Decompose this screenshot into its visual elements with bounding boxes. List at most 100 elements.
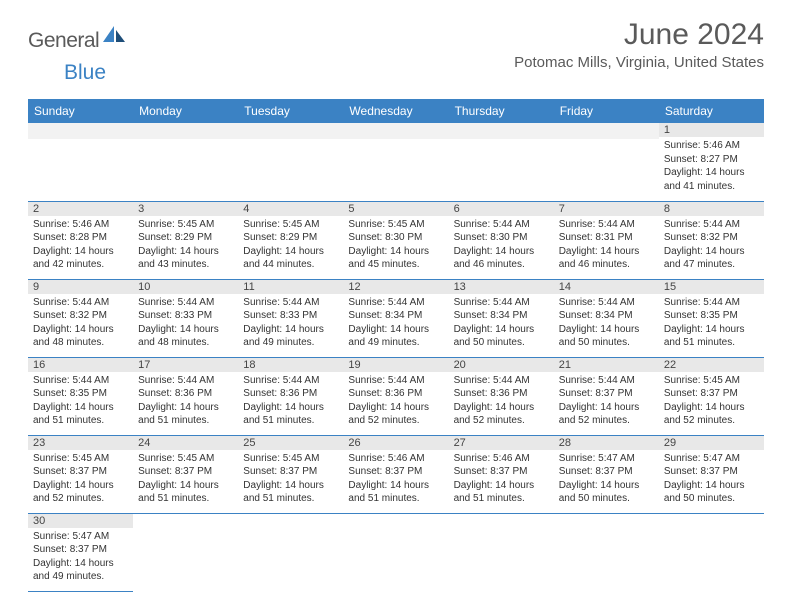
day-header: Friday [554,99,659,123]
day-details: Sunrise: 5:44 AMSunset: 8:32 PMDaylight:… [659,216,764,276]
day-number: 5 [343,202,448,216]
day-details: Sunrise: 5:44 AMSunset: 8:36 PMDaylight:… [343,372,448,432]
calendar-cell: 28Sunrise: 5:47 AMSunset: 8:37 PMDayligh… [554,435,659,513]
calendar-head: SundayMondayTuesdayWednesdayThursdayFrid… [28,99,764,123]
day-details: Sunrise: 5:44 AMSunset: 8:37 PMDaylight:… [554,372,659,432]
day-number: 4 [238,202,343,216]
day-number: 22 [659,358,764,372]
day-number: 24 [133,436,238,450]
calendar-table: SundayMondayTuesdayWednesdayThursdayFrid… [28,99,764,592]
brand-logo: General [28,24,127,57]
calendar-cell: 4Sunrise: 5:45 AMSunset: 8:29 PMDaylight… [238,201,343,279]
day-details: Sunrise: 5:46 AMSunset: 8:27 PMDaylight:… [659,137,764,197]
calendar-cell: 2Sunrise: 5:46 AMSunset: 8:28 PMDaylight… [28,201,133,279]
day-number: 9 [28,280,133,294]
day-number: 1 [659,123,764,137]
day-details: Sunrise: 5:46 AMSunset: 8:37 PMDaylight:… [343,450,448,510]
day-header: Tuesday [238,99,343,123]
day-header: Thursday [449,99,554,123]
day-details: Sunrise: 5:45 AMSunset: 8:37 PMDaylight:… [238,450,343,510]
day-number: 13 [449,280,554,294]
calendar-cell: 10Sunrise: 5:44 AMSunset: 8:33 PMDayligh… [133,279,238,357]
day-details: Sunrise: 5:45 AMSunset: 8:30 PMDaylight:… [343,216,448,276]
calendar-cell: 20Sunrise: 5:44 AMSunset: 8:36 PMDayligh… [449,357,554,435]
day-number: 19 [343,358,448,372]
calendar-cell [554,123,659,201]
calendar-cell: 13Sunrise: 5:44 AMSunset: 8:34 PMDayligh… [449,279,554,357]
day-header: Saturday [659,99,764,123]
calendar-cell: 15Sunrise: 5:44 AMSunset: 8:35 PMDayligh… [659,279,764,357]
brand-text-2: Blue [64,61,792,85]
calendar-cell [449,123,554,201]
day-details: Sunrise: 5:44 AMSunset: 8:30 PMDaylight:… [449,216,554,276]
calendar-cell: 29Sunrise: 5:47 AMSunset: 8:37 PMDayligh… [659,435,764,513]
day-number: 21 [554,358,659,372]
calendar-cell: 27Sunrise: 5:46 AMSunset: 8:37 PMDayligh… [449,435,554,513]
calendar-cell: 12Sunrise: 5:44 AMSunset: 8:34 PMDayligh… [343,279,448,357]
calendar-cell: 22Sunrise: 5:45 AMSunset: 8:37 PMDayligh… [659,357,764,435]
calendar-cell [659,513,764,591]
day-details: Sunrise: 5:46 AMSunset: 8:28 PMDaylight:… [28,216,133,276]
day-number: 17 [133,358,238,372]
day-details: Sunrise: 5:44 AMSunset: 8:31 PMDaylight:… [554,216,659,276]
day-number: 26 [343,436,448,450]
brand-text-1: General [28,29,99,53]
day-number: 12 [343,280,448,294]
day-details: Sunrise: 5:45 AMSunset: 8:37 PMDaylight:… [133,450,238,510]
calendar-cell: 8Sunrise: 5:44 AMSunset: 8:32 PMDaylight… [659,201,764,279]
calendar-cell [133,513,238,591]
day-details: Sunrise: 5:44 AMSunset: 8:36 PMDaylight:… [133,372,238,432]
calendar-cell [238,513,343,591]
day-details: Sunrise: 5:45 AMSunset: 8:29 PMDaylight:… [133,216,238,276]
day-number: 6 [449,202,554,216]
sail-icon [103,24,125,47]
day-number: 7 [554,202,659,216]
calendar-cell [554,513,659,591]
calendar-cell [28,123,133,201]
day-details: Sunrise: 5:44 AMSunset: 8:33 PMDaylight:… [238,294,343,354]
calendar-cell [343,513,448,591]
day-details: Sunrise: 5:47 AMSunset: 8:37 PMDaylight:… [28,528,133,588]
calendar-cell: 9Sunrise: 5:44 AMSunset: 8:32 PMDaylight… [28,279,133,357]
day-details: Sunrise: 5:46 AMSunset: 8:37 PMDaylight:… [449,450,554,510]
day-header: Wednesday [343,99,448,123]
day-number: 11 [238,280,343,294]
day-details: Sunrise: 5:45 AMSunset: 8:37 PMDaylight:… [28,450,133,510]
calendar-cell [343,123,448,201]
calendar-cell: 30Sunrise: 5:47 AMSunset: 8:37 PMDayligh… [28,513,133,591]
day-number: 2 [28,202,133,216]
day-number: 28 [554,436,659,450]
calendar-cell: 11Sunrise: 5:44 AMSunset: 8:33 PMDayligh… [238,279,343,357]
day-number: 23 [28,436,133,450]
day-number: 15 [659,280,764,294]
day-details: Sunrise: 5:45 AMSunset: 8:29 PMDaylight:… [238,216,343,276]
calendar-cell: 26Sunrise: 5:46 AMSunset: 8:37 PMDayligh… [343,435,448,513]
calendar-cell: 5Sunrise: 5:45 AMSunset: 8:30 PMDaylight… [343,201,448,279]
day-number: 3 [133,202,238,216]
day-details: Sunrise: 5:44 AMSunset: 8:34 PMDaylight:… [554,294,659,354]
day-number: 14 [554,280,659,294]
day-number: 25 [238,436,343,450]
day-number: 18 [238,358,343,372]
day-number: 27 [449,436,554,450]
calendar-cell [238,123,343,201]
day-details: Sunrise: 5:44 AMSunset: 8:32 PMDaylight:… [28,294,133,354]
month-title: June 2024 [514,18,764,52]
calendar-cell: 21Sunrise: 5:44 AMSunset: 8:37 PMDayligh… [554,357,659,435]
day-number: 30 [28,514,133,528]
calendar-cell: 1Sunrise: 5:46 AMSunset: 8:27 PMDaylight… [659,123,764,201]
day-details: Sunrise: 5:44 AMSunset: 8:33 PMDaylight:… [133,294,238,354]
day-header: Sunday [28,99,133,123]
day-details: Sunrise: 5:44 AMSunset: 8:34 PMDaylight:… [343,294,448,354]
calendar-cell: 17Sunrise: 5:44 AMSunset: 8:36 PMDayligh… [133,357,238,435]
calendar-cell [133,123,238,201]
calendar-cell: 7Sunrise: 5:44 AMSunset: 8:31 PMDaylight… [554,201,659,279]
day-details: Sunrise: 5:44 AMSunset: 8:36 PMDaylight:… [449,372,554,432]
calendar-cell: 14Sunrise: 5:44 AMSunset: 8:34 PMDayligh… [554,279,659,357]
day-details: Sunrise: 5:45 AMSunset: 8:37 PMDaylight:… [659,372,764,432]
day-details: Sunrise: 5:44 AMSunset: 8:34 PMDaylight:… [449,294,554,354]
day-details: Sunrise: 5:44 AMSunset: 8:36 PMDaylight:… [238,372,343,432]
day-number: 16 [28,358,133,372]
calendar-cell: 6Sunrise: 5:44 AMSunset: 8:30 PMDaylight… [449,201,554,279]
calendar-cell [449,513,554,591]
